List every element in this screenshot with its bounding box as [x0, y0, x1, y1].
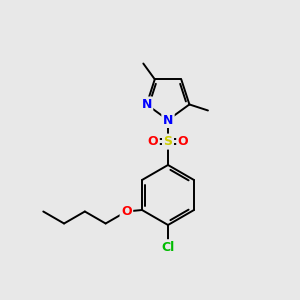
Text: S: S	[164, 135, 172, 148]
Text: O: O	[148, 135, 158, 148]
Text: O: O	[121, 205, 132, 218]
Text: O: O	[178, 135, 188, 148]
Text: Cl: Cl	[161, 241, 175, 254]
Text: N: N	[163, 113, 173, 127]
Text: N: N	[141, 98, 152, 111]
